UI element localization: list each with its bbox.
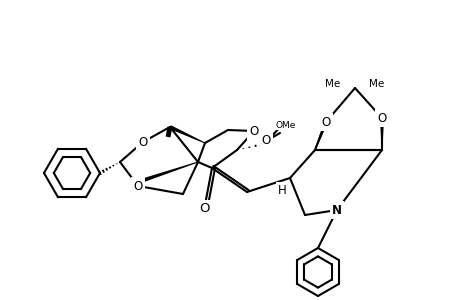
- Text: H: H: [277, 184, 286, 196]
- Polygon shape: [140, 161, 198, 183]
- Text: OMe: OMe: [275, 121, 296, 130]
- Text: O: O: [199, 202, 210, 215]
- Text: Me: Me: [325, 79, 340, 89]
- Text: O: O: [261, 134, 270, 146]
- Text: O: O: [133, 179, 142, 193]
- Polygon shape: [379, 118, 383, 150]
- Text: O: O: [321, 116, 330, 128]
- Polygon shape: [314, 121, 327, 150]
- Text: Me: Me: [369, 79, 384, 89]
- Polygon shape: [169, 125, 205, 143]
- Text: O: O: [376, 112, 386, 124]
- Text: O: O: [138, 136, 147, 148]
- Text: N: N: [331, 203, 341, 217]
- Text: O: O: [249, 124, 258, 137]
